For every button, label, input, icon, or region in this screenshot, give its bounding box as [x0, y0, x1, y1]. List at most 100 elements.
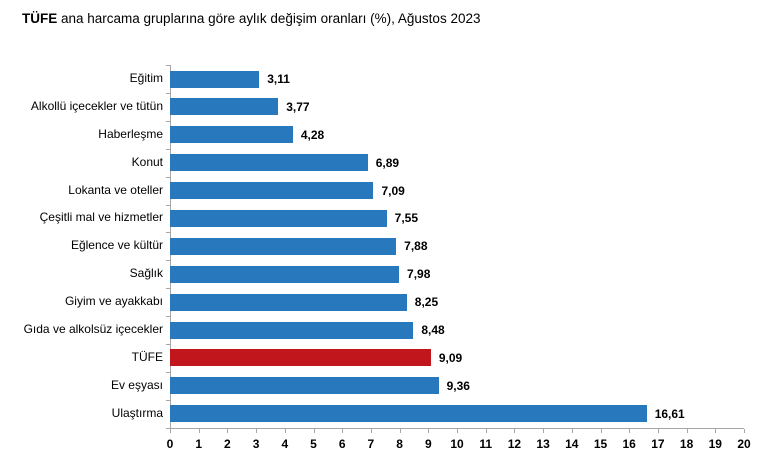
y-axis-tick: [166, 316, 170, 318]
value-label: 7,09: [381, 183, 405, 198]
bar: [170, 154, 368, 172]
x-axis-tick: [744, 428, 745, 433]
x-axis-tick: [170, 428, 171, 433]
x-axis-tick: [457, 428, 458, 433]
bar-row: Konut 6,89: [20, 149, 744, 177]
x-axis-tick: [715, 428, 717, 433]
x-axis-tick: [227, 428, 229, 433]
value-label: 9,36: [446, 378, 470, 393]
y-axis-tick: [166, 260, 170, 262]
bar-row: Ev eşyası 9,36: [20, 372, 744, 400]
bar: [170, 265, 400, 283]
x-axis-tick: [514, 428, 516, 433]
bar-row: Eğlence ve kültür 7,88: [20, 232, 744, 260]
bar-track: 16,61: [170, 400, 744, 428]
bar-track: 3,11: [170, 65, 744, 93]
category-label: Sağlık: [129, 266, 163, 281]
bar-track: 9,36: [170, 372, 744, 400]
bar-track: 4,28: [170, 121, 744, 149]
x-axis-tick: [629, 428, 631, 433]
y-axis-tick: [166, 232, 170, 234]
bar-track: 9,09: [170, 344, 744, 372]
x-axis-tick: [428, 428, 430, 433]
y-axis-tick: [166, 120, 170, 122]
value-label: 16,61: [654, 406, 685, 421]
x-axis-tick-label: 6: [338, 436, 346, 451]
x-axis-tick-label: 14: [565, 436, 579, 451]
bar: [170, 237, 397, 255]
y-axis-tick: [166, 371, 170, 373]
category-label: Konut: [131, 154, 163, 169]
x-axis-tick-label: 16: [622, 436, 636, 451]
bar: [170, 377, 439, 395]
x-axis-tick-label: 9: [424, 436, 432, 451]
bar-track: 3,77: [170, 93, 744, 121]
x-axis-tick-label: 17: [651, 436, 665, 451]
bar-track: 7,09: [170, 177, 744, 205]
bar-row: Çeşitli mal ve hizmetler 7,55: [20, 204, 744, 232]
bar: [170, 98, 279, 116]
category-label: TÜFE: [131, 349, 163, 364]
y-axis-tick: [166, 92, 170, 94]
value-label: 7,55: [394, 211, 419, 226]
x-axis-tick: [571, 428, 573, 433]
x-axis-tick-label: 3: [252, 436, 260, 451]
x-axis-tick-label: 20: [737, 436, 751, 451]
bar-track: 8,48: [170, 316, 744, 344]
bar-track: 7,98: [170, 260, 744, 288]
value-label: 4,28: [300, 127, 325, 142]
x-axis-tick: [485, 428, 487, 433]
value-label: 9,09: [438, 350, 463, 365]
bar-rows: Eğitim 3,11 Alkollü içecekler ve tütün 3,77…: [20, 65, 744, 429]
x-axis-tick-label: 12: [507, 436, 522, 451]
bar: [170, 182, 374, 200]
x-axis-tick-label: 7: [367, 436, 375, 451]
x-axis-tick-label: 10: [450, 436, 464, 451]
value-label: 8,48: [421, 322, 445, 337]
x-axis-tick: [284, 428, 286, 433]
x-axis-tick-label: 0: [166, 436, 174, 451]
y-axis-tick: [166, 427, 170, 429]
category-label: Gıda ve alkolsüz içecekler: [23, 322, 163, 337]
value-label: 7,98: [407, 267, 431, 282]
bar-row: Alkollü içecekler ve tütün 3,77: [20, 93, 744, 121]
x-axis-tick-label: 2: [224, 436, 231, 451]
category-label: Alkollü içecekler ve tütün: [30, 98, 163, 113]
x-axis-tick: [600, 428, 602, 433]
x-axis-tick: [342, 428, 344, 433]
category-label: Lokanta ve oteller: [68, 182, 163, 197]
x-axis-tick-label: 13: [536, 436, 550, 451]
x-axis-tick-label: 4: [281, 436, 289, 451]
bar-track: 6,89: [170, 149, 744, 177]
y-axis-tick: [166, 204, 170, 206]
bar-chart: Eğitim 3,11 Alkollü içecekler ve tütün 3,77…: [20, 65, 751, 462]
x-axis-tick-label: 19: [708, 436, 722, 451]
bar-row: Giyim ve ayakkabı 8,25: [20, 288, 744, 316]
x-axis-tick: [256, 428, 258, 433]
bar-row: Ulaştırma 16,61: [20, 400, 744, 428]
bar-track: 7,88: [170, 232, 744, 260]
x-axis-tick: [399, 428, 401, 433]
x-axis-tick: [198, 428, 200, 433]
y-axis-tick: [166, 176, 170, 178]
x-axis-tick: [313, 428, 315, 433]
bar-row: TÜFE 9,09: [20, 344, 744, 372]
category-label: Ulaştırma: [111, 405, 163, 420]
value-label: 3,77: [286, 99, 310, 114]
x-axis-tick-label: 5: [310, 436, 317, 451]
x-axis-tick: [370, 428, 372, 433]
x-axis: 0 1 2 3 4 5 6 7 8 9 10 11 12 13 14 15 16 17 18 19 20: [166, 427, 751, 462]
value-label: 8,25: [414, 295, 439, 310]
x-axis-tick-label: 11: [479, 436, 493, 451]
value-label: 3,11: [267, 71, 290, 86]
x-axis-tick: [686, 428, 688, 433]
value-label: 7,88: [404, 239, 428, 254]
bar-row: Haberleşme 4,28: [20, 121, 744, 149]
x-axis-tick: [657, 428, 659, 433]
bar-track: 8,25: [170, 288, 744, 316]
category-label: Haberleşme: [98, 126, 163, 141]
y-axis-tick: [166, 288, 170, 290]
y-axis-tick: [166, 148, 170, 150]
x-axis-tick-label: 8: [396, 436, 403, 451]
bar: [170, 321, 414, 339]
